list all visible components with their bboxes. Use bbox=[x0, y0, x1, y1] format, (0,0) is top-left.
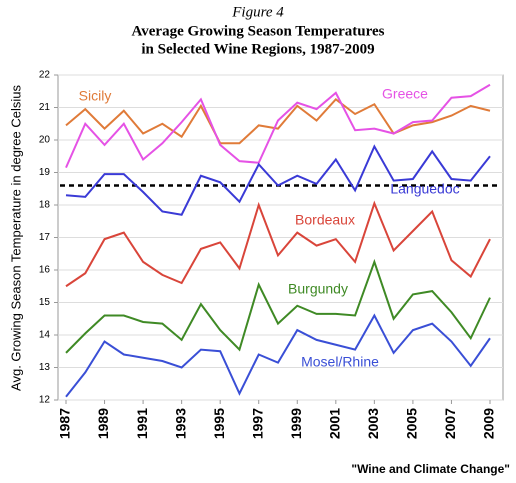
figure-label: Figure 4 bbox=[231, 4, 284, 20]
chart-title: Average Growing Season Temperatures bbox=[132, 23, 385, 39]
series-label: Greece bbox=[382, 86, 428, 102]
x-tick-label: 1997 bbox=[249, 408, 265, 439]
x-tick-label: 1991 bbox=[134, 408, 150, 439]
x-tick-label: 1995 bbox=[211, 408, 227, 439]
x-tick-label: 2003 bbox=[365, 408, 381, 439]
series-line bbox=[65, 258, 491, 354]
y-axis-label: Avg. Growing Season Temperature in degre… bbox=[8, 85, 23, 391]
y-tick-label: 18 bbox=[39, 200, 51, 211]
x-tick-label: 2007 bbox=[442, 408, 458, 439]
x-tick-label: 2005 bbox=[404, 408, 420, 439]
series-line bbox=[65, 144, 491, 216]
series-label: Bordeaux bbox=[295, 212, 355, 228]
series-line bbox=[65, 313, 491, 398]
series-line bbox=[65, 98, 491, 145]
y-tick-label: 15 bbox=[39, 297, 51, 308]
y-tick-label: 19 bbox=[39, 167, 51, 178]
y-tick-label: 16 bbox=[39, 265, 51, 276]
series-label: Sicily bbox=[79, 88, 112, 104]
series-label: Languedoc bbox=[390, 181, 459, 197]
source: "Wine and Climate Change" bbox=[351, 462, 510, 476]
y-tick-label: 17 bbox=[39, 232, 51, 243]
series-line bbox=[65, 200, 491, 288]
chart-subtitle: in Selected Wine Regions, 1987-2009 bbox=[141, 41, 374, 57]
x-tick-label: 1999 bbox=[288, 408, 304, 439]
y-tick-label: 22 bbox=[39, 70, 51, 81]
x-tick-label: 1993 bbox=[172, 408, 188, 439]
series-label: Mosel/Rhine bbox=[301, 354, 379, 370]
y-tick-label: 12 bbox=[39, 395, 51, 406]
x-tick-label: 1989 bbox=[95, 408, 111, 439]
x-tick-label: 1987 bbox=[57, 408, 73, 439]
y-tick-label: 20 bbox=[39, 135, 51, 146]
y-tick-label: 13 bbox=[39, 362, 51, 373]
y-tick-label: 14 bbox=[39, 330, 51, 341]
y-tick-label: 21 bbox=[39, 102, 51, 113]
x-tick-label: 2009 bbox=[481, 408, 497, 439]
x-tick-label: 2001 bbox=[327, 408, 343, 439]
series-line bbox=[65, 83, 491, 169]
series-label: Burgundy bbox=[288, 281, 348, 297]
